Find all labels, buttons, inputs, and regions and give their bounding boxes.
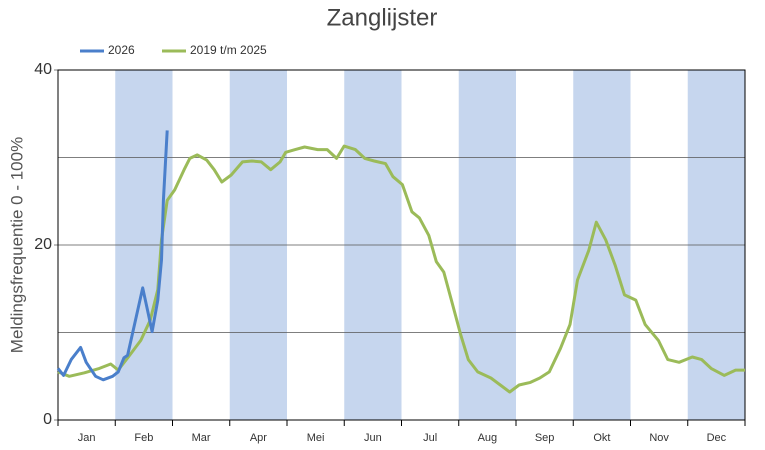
x-tick-label: Mei <box>307 432 325 444</box>
series-line <box>57 144 745 394</box>
x-tick-label: Feb <box>134 432 153 444</box>
x-tick-label: Aug <box>478 432 498 444</box>
y-tick-label: 0 <box>43 411 52 428</box>
y-tick-label: 40 <box>34 61 52 78</box>
x-tick-label: Jan <box>78 432 96 444</box>
x-tick-label: Sep <box>535 432 555 444</box>
x-tick-label: Mar <box>192 432 211 444</box>
x-tick-label: Apr <box>250 432 267 444</box>
y-tick-label: 20 <box>34 236 52 253</box>
x-tick-label: Nov <box>649 432 669 444</box>
chart-title: Zanglijster <box>327 4 438 31</box>
x-tick-label: Dec <box>707 432 727 444</box>
plot-frame <box>57 69 746 421</box>
legend-label: 2019 t/m 2025 <box>190 43 267 57</box>
legend-label: 2026 <box>108 43 135 57</box>
series-line <box>56 130 169 382</box>
x-tick-label: Okt <box>593 432 610 444</box>
x-tick-label: Jun <box>364 432 382 444</box>
y-axis-label: Meldingsfrequentie 0 - 100% <box>7 137 26 353</box>
x-tick-label: Jul <box>423 432 437 444</box>
